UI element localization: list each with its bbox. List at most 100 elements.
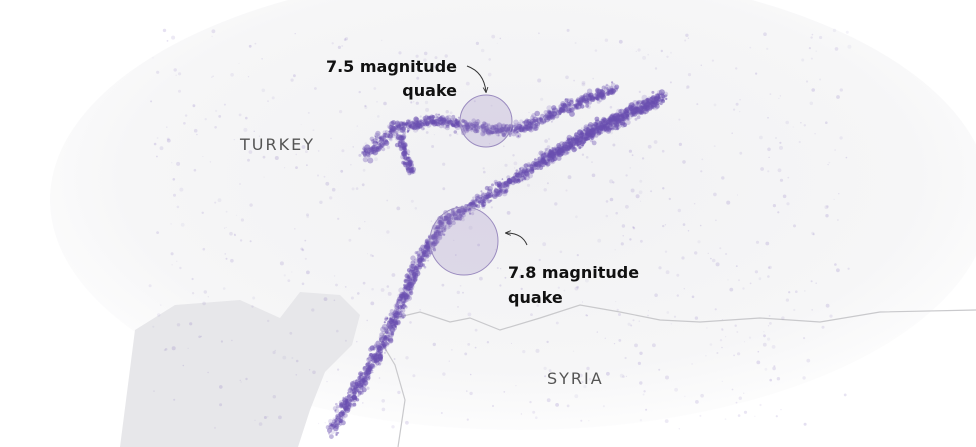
aftershock-dot — [306, 164, 308, 167]
aftershock-dot — [202, 155, 204, 157]
aftershock-dot — [636, 103, 643, 110]
aftershock-dot — [836, 95, 840, 99]
aftershock-dot — [418, 258, 423, 263]
aftershock-dot — [567, 143, 574, 150]
aftershock-dot — [562, 103, 567, 109]
aftershock-dot — [684, 39, 687, 42]
aftershock-dot — [425, 107, 430, 112]
aftershock-dot — [657, 92, 661, 97]
aftershock-dot — [204, 118, 207, 121]
aftershock-dot — [522, 126, 526, 130]
aftershock-dot — [413, 277, 416, 281]
aftershock-dot — [569, 106, 575, 113]
aftershock-dot — [546, 398, 551, 403]
aftershock-dot — [466, 204, 470, 207]
aftershock-dot — [156, 155, 158, 158]
aftershock-dot — [406, 300, 409, 303]
aftershock-dot — [409, 172, 412, 175]
aftershock-dot — [193, 128, 198, 133]
aftershock-dot — [559, 273, 562, 275]
aftershock-dot — [351, 389, 354, 392]
aftershock-dot — [373, 353, 378, 357]
aftershock-dot — [626, 112, 630, 116]
aftershock-dot — [523, 177, 527, 181]
aftershock-dot — [543, 110, 549, 115]
aftershock-dot — [545, 162, 548, 165]
aftershock-dot — [381, 340, 385, 344]
aftershock-dot — [806, 358, 811, 363]
aftershock-dot — [731, 388, 734, 391]
aftershock-dot — [527, 126, 532, 131]
aftershock-dot — [229, 231, 233, 236]
aftershock-dot — [586, 88, 593, 94]
aftershock-dot — [249, 240, 252, 243]
aftershock-dot — [380, 343, 386, 349]
aftershock-dot — [569, 111, 575, 117]
aftershock-dot — [437, 121, 441, 125]
aftershock-dot — [445, 224, 451, 230]
aftershock-dot — [421, 253, 426, 258]
aftershock-dot — [581, 127, 586, 131]
aftershock-dot — [648, 101, 653, 106]
aftershock-dot — [771, 345, 776, 349]
aftershock-dot — [371, 145, 376, 149]
aftershock-dot — [471, 126, 475, 130]
annotation: 7.5 magnitude — [326, 57, 457, 76]
aftershock-dot — [547, 113, 549, 116]
aftershock-dot — [554, 113, 560, 119]
aftershock-dot — [411, 160, 414, 164]
aftershock-dot — [530, 313, 533, 316]
aftershock-dot — [834, 149, 836, 151]
aftershock-dot — [211, 76, 213, 78]
aftershock-dot — [546, 161, 550, 165]
aftershock-dot — [367, 150, 371, 154]
aftershock-dot — [735, 265, 738, 267]
aftershock-dot — [396, 320, 401, 325]
aftershock-dot — [510, 132, 512, 134]
aftershock-dot — [351, 388, 357, 394]
aftershock-dot — [351, 391, 354, 395]
aftershock-dot — [399, 300, 403, 305]
aftershock-dot — [700, 170, 703, 173]
aftershock-dot — [440, 222, 444, 225]
aftershock-dot — [534, 167, 537, 171]
aftershock-dot — [448, 360, 450, 362]
aftershock-dot — [410, 199, 414, 203]
aftershock-dot — [398, 123, 402, 127]
aftershock-dot — [522, 166, 528, 172]
aftershock-dot — [511, 131, 517, 137]
aftershock-dot — [401, 138, 405, 143]
aftershock-dot — [618, 39, 623, 44]
aftershock-dot — [311, 308, 315, 312]
aftershock-dot — [534, 122, 541, 128]
aftershock-dot — [493, 190, 497, 193]
aftershock-dot — [400, 135, 404, 139]
aftershock-dot — [581, 153, 585, 156]
aftershock-dot — [395, 315, 400, 320]
aftershock-dot — [416, 76, 420, 80]
aftershock-dot — [339, 423, 343, 426]
aftershock-dot — [631, 115, 634, 118]
aftershock-dot — [464, 122, 470, 127]
aftershock-dot — [432, 342, 436, 347]
aftershock-dot — [443, 119, 450, 126]
aftershock-dot — [562, 102, 567, 107]
aftershock-dot — [170, 252, 174, 256]
aftershock-dot — [788, 291, 791, 294]
aftershock-dot — [568, 109, 571, 112]
aftershock-dot — [520, 124, 523, 127]
aftershock-dot — [367, 253, 368, 255]
aftershock-dot — [596, 89, 600, 93]
aftershock-dot — [357, 395, 360, 398]
aftershock-dot — [284, 167, 286, 169]
aftershock-dot — [569, 98, 574, 103]
aftershock-dot — [391, 273, 396, 277]
aftershock-dot — [804, 290, 806, 292]
aftershock-dot — [767, 337, 771, 341]
aftershock-dot — [433, 227, 437, 231]
aftershock-dot — [803, 422, 807, 426]
aftershock-dot — [382, 135, 387, 140]
aftershock-dot — [407, 156, 410, 159]
aftershock-dot — [391, 133, 396, 138]
aftershock-dot — [364, 142, 368, 146]
